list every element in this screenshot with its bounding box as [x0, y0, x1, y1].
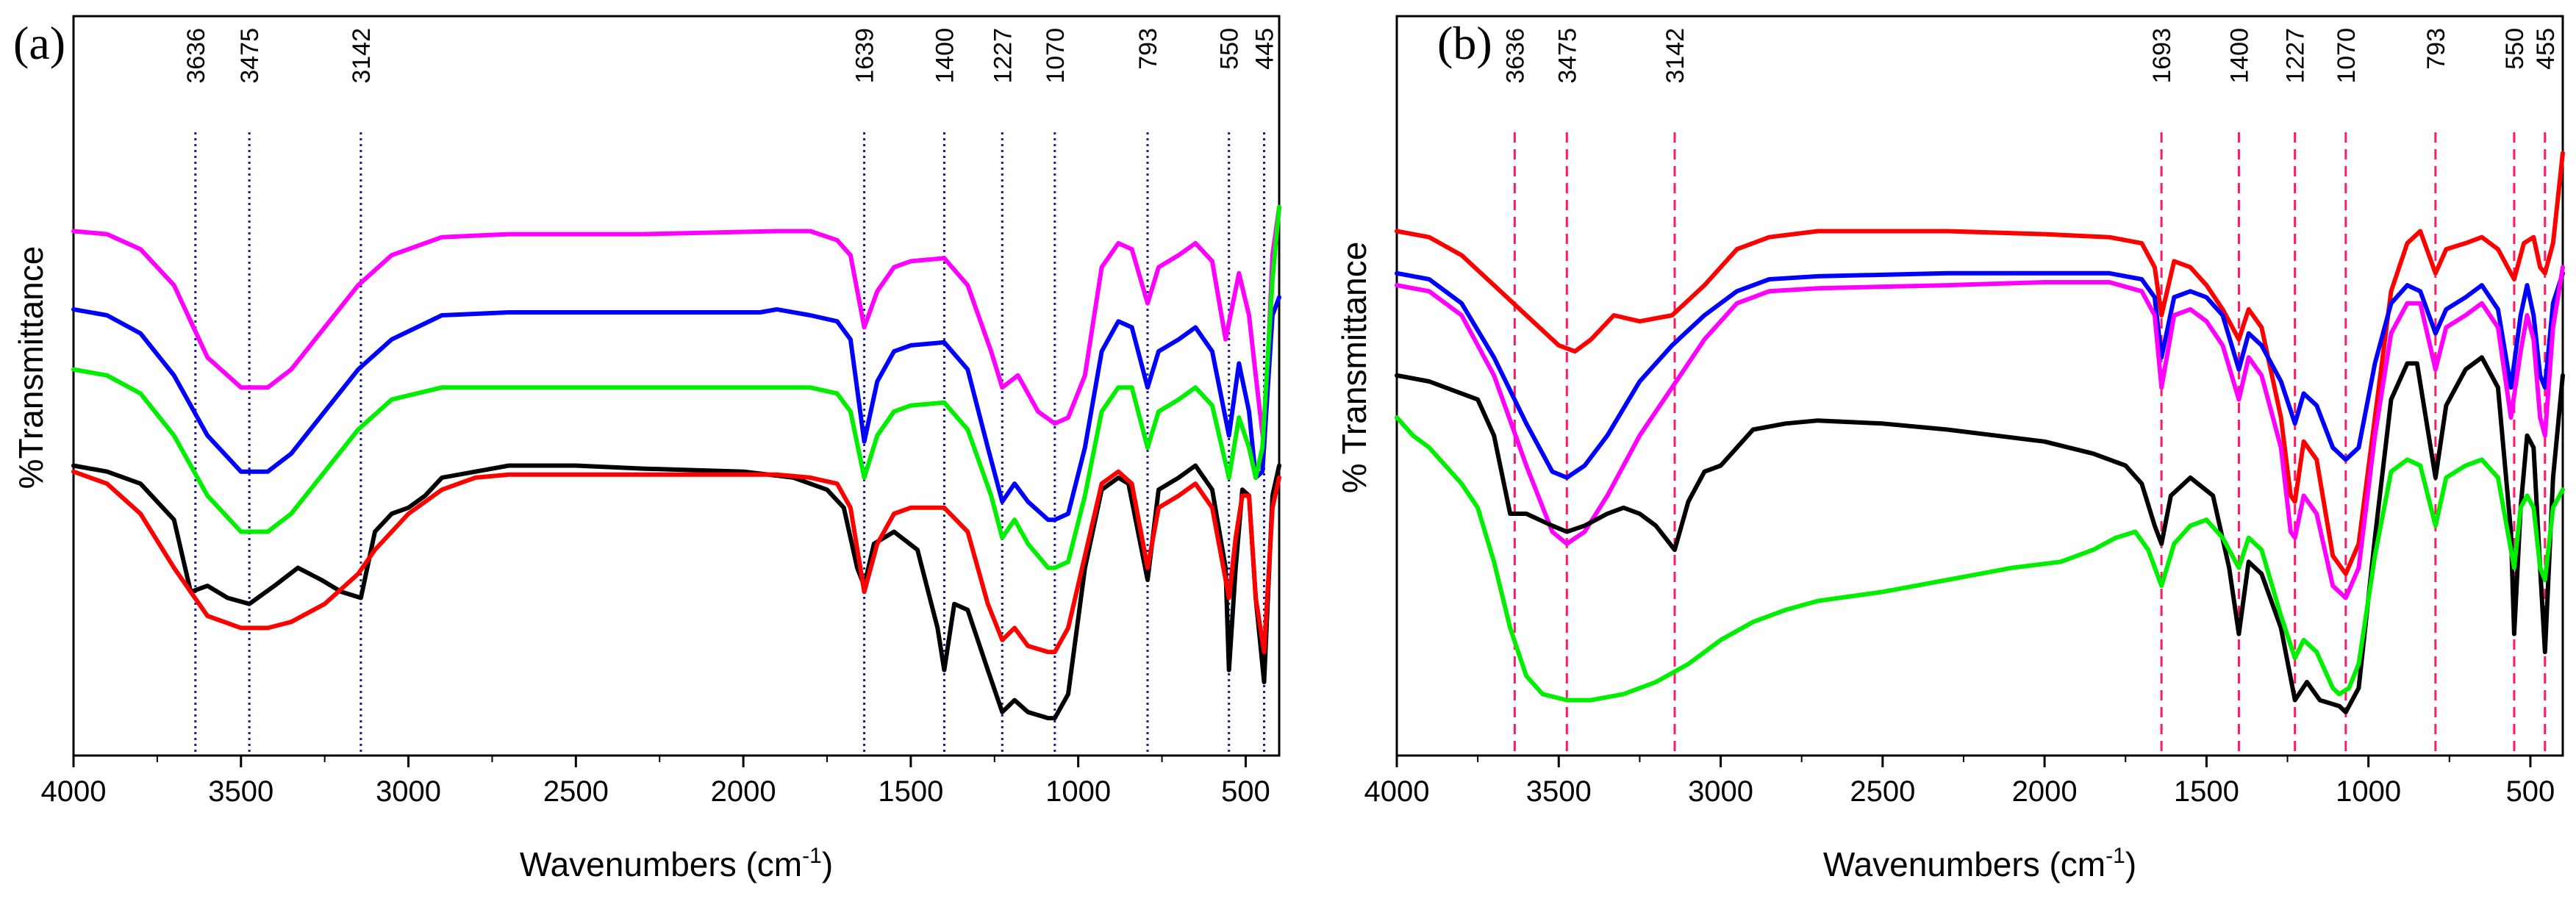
reference-line-label: 1070: [1042, 28, 1070, 84]
reference-line-label: 3142: [348, 28, 376, 84]
reference-lines-a: [194, 132, 1265, 756]
y-axis-title-b: % Transmittance: [1335, 242, 1373, 494]
chart-panel-a: (a) 3636 3475 3142 1639 1400 1227 1070 793 550 44…: [12, 15, 1281, 883]
reference-line-label: 1400: [2225, 28, 2253, 84]
x-axis-ticks-a: 4000 3500 3000 2500 2000 1500 1000 500: [41, 756, 1270, 808]
x-tick-label: 3500: [208, 775, 273, 808]
reference-line-label: 1639: [851, 28, 879, 84]
chart-panel-b: (b) 3636 3475 3142 1693 1400 1227 1070 793 550 45…: [1335, 15, 2565, 883]
x-tick-label: 1500: [878, 775, 943, 808]
x-tick-label: 3000: [376, 775, 441, 808]
x-tick-label: 2000: [711, 775, 776, 808]
spectrum-line: [71, 295, 1281, 523]
reference-line-label: 550: [1216, 28, 1244, 70]
reference-line-label: 455: [2532, 28, 2560, 70]
reference-lines-b: [1513, 132, 2547, 756]
x-tick-label: 3500: [1526, 775, 1592, 808]
spectrum-line: [71, 463, 1281, 721]
reference-line-label: 1400: [931, 28, 959, 84]
spectra-b: [1395, 151, 2565, 714]
reference-line-label: 793: [1134, 28, 1162, 70]
x-tick-label: 1500: [2174, 775, 2239, 808]
reference-line-label: 550: [2501, 28, 2529, 70]
reference-line-label: 3636: [182, 28, 210, 84]
reference-line-label: 3475: [236, 28, 264, 84]
reference-line-label: 1070: [2333, 28, 2361, 84]
x-tick-label: 2000: [2012, 775, 2078, 808]
spectra-a: [71, 204, 1281, 721]
reference-labels-b: 3636 3475 3142 1693 1400 1227 1070 793 550 455: [1501, 28, 2559, 84]
plot-area-frame-a: [72, 15, 1281, 757]
reference-line-label: 3636: [1501, 28, 1529, 84]
reference-labels-a: 3636 3475 3142 1639 1400 1227 1070 793 550 445: [182, 28, 1279, 84]
spectrum-line: [1395, 270, 2565, 480]
x-axis-ticks-b: 4000 3500 3000 2500 2000 1500 1000 500: [1364, 756, 2555, 808]
spectrum-line: [1395, 151, 2565, 576]
x-tick-label: 1000: [1045, 775, 1111, 808]
spectrum-line: [71, 204, 1281, 570]
reference-line-label: 1693: [2148, 28, 2176, 84]
plot-area-frame-b: [1395, 15, 2564, 757]
reference-line-label: 793: [2422, 28, 2450, 70]
x-axis-title-b: Wavenumbers (cm-1): [1823, 844, 2136, 883]
spectrum-line: [1395, 355, 2565, 714]
spectrum-line: [71, 204, 1281, 450]
x-tick-label: 4000: [1364, 775, 1430, 808]
reference-line-label: 445: [1251, 28, 1279, 70]
spectrum-line: [1395, 265, 2565, 600]
x-tick-label: 2500: [543, 775, 609, 808]
spectrum-line: [71, 469, 1281, 655]
x-tick-label: 500: [2506, 775, 2555, 808]
x-axis-title-a: Wavenumbers (cm-1): [520, 844, 833, 883]
y-axis-title-a: %Transmittance: [12, 246, 50, 489]
reference-line-label: 3475: [1553, 28, 1581, 84]
panel-label-a: (a): [13, 17, 65, 69]
x-tick-label: 4000: [41, 775, 107, 808]
spectrum-line: [1395, 415, 2565, 703]
panel-label-b: (b): [1437, 17, 1492, 69]
reference-line-label: 3142: [1661, 28, 1689, 84]
reference-line-label: 1227: [989, 28, 1017, 84]
x-tick-label: 3000: [1688, 775, 1753, 808]
reference-line-label: 1227: [2282, 28, 2310, 84]
x-tick-label: 2500: [1850, 775, 1915, 808]
x-tick-label: 1000: [2336, 775, 2401, 808]
x-tick-label: 500: [1221, 775, 1270, 808]
